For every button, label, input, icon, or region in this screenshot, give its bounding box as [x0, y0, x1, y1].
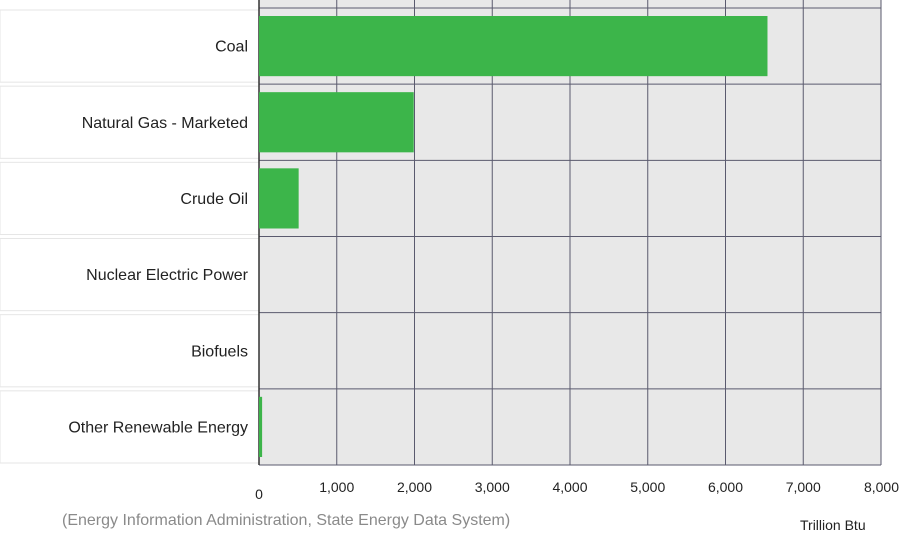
- category-labels: Coal Natural Gas - Marketed Crude Oil Nucle…: [68, 39, 248, 437]
- category-label-nuclear-electric-power: Nuclear Electric Power: [86, 267, 249, 284]
- x-tick-label-3000: 3,000: [475, 479, 510, 495]
- category-label-crude-oil: Crude Oil: [180, 191, 248, 208]
- bar-other-renewable-energy: [259, 396, 263, 457]
- category-label-natural-gas-marketed: Natural Gas - Marketed: [82, 115, 248, 132]
- category-label-other-renewable-energy: Other Renewable Energy: [68, 419, 248, 436]
- category-panel-other-renewable-energy: [0, 390, 260, 464]
- x-tick-label-6000: 6,000: [708, 479, 743, 495]
- category-label-panels: [0, 9, 260, 464]
- category-panel-crude-oil: [0, 161, 260, 235]
- category-panel-coal: [0, 9, 260, 83]
- category-label-biofuels: Biofuels: [191, 343, 248, 360]
- bar-natural-gas-marketed: [259, 92, 414, 153]
- x-tick-label-1000: 1,000: [319, 479, 354, 495]
- bar-coal: [259, 16, 768, 77]
- bar-crude-oil: [259, 168, 299, 229]
- bars: [259, 16, 768, 457]
- x-tick-label-0: 0: [255, 486, 263, 502]
- x-tick-labels: 0 1,000 2,000 3,000 4,000 5,000 6,000 7,000 8,00…: [255, 479, 899, 502]
- source-note: (Energy Information Administration, Stat…: [62, 512, 511, 529]
- x-tick-label-4000: 4,000: [552, 479, 587, 495]
- x-tick-label-8000: 8,000: [864, 479, 899, 495]
- category-label-coal: Coal: [215, 39, 248, 56]
- x-tick-label-5000: 5,000: [630, 479, 665, 495]
- x-tick-label-7000: 7,000: [786, 479, 821, 495]
- x-tick-label-2000: 2,000: [397, 479, 432, 495]
- grid-lines: [258, 0, 882, 466]
- x-axis-unit-label: Trillion Btu: [800, 517, 866, 533]
- category-panel-biofuels: [0, 314, 260, 388]
